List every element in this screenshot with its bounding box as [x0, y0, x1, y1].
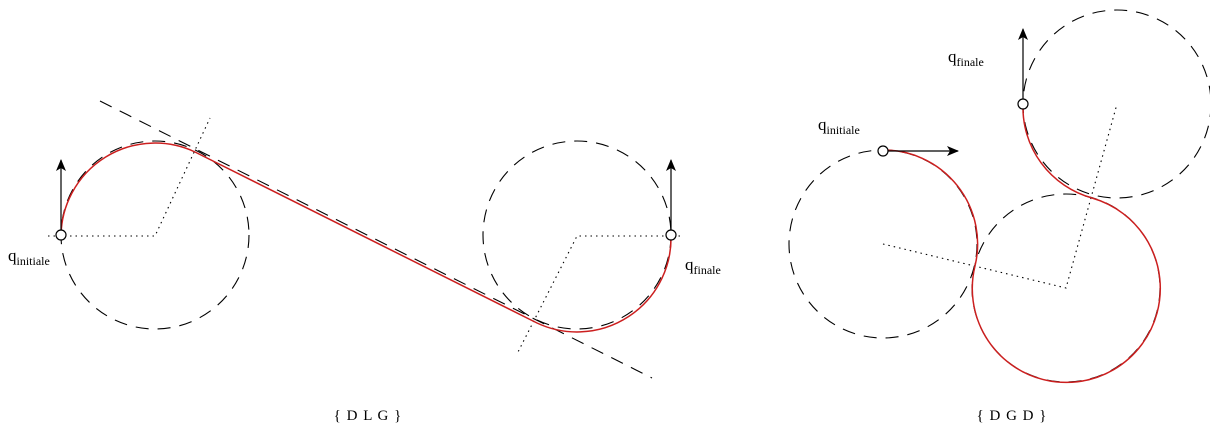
- end-sub: finale: [957, 55, 984, 69]
- end-config-label: qfinale: [948, 47, 984, 69]
- start-config-node: [878, 146, 888, 156]
- start-config-label: qinitiale: [818, 115, 860, 137]
- radius-guide: [883, 104, 1117, 288]
- end-sub: finale: [694, 263, 721, 277]
- radius-guide-start: [48, 118, 210, 236]
- caption-dgd: { D G D }: [977, 408, 1048, 424]
- start-config-node: [56, 230, 66, 240]
- end-config-node: [666, 230, 676, 240]
- turn-circle-end: [1023, 10, 1210, 198]
- tangent-line: [100, 101, 652, 378]
- turn-circle-end: [483, 141, 671, 329]
- start-config-label: qinitiale: [8, 246, 50, 268]
- dubins-path-dlg: [61, 143, 671, 332]
- end-config-label: qfinale: [685, 255, 721, 277]
- end-config-node: [1018, 99, 1028, 109]
- start-sub: initiale: [17, 254, 50, 268]
- dubins-path-dgd: [883, 104, 1160, 382]
- caption-dlg: { D L G }: [334, 408, 403, 424]
- radius-guide-end: [518, 236, 680, 352]
- diagram-dgd: qinitiale qfinale { D G D }: [789, 10, 1210, 424]
- start-sub: initiale: [827, 123, 860, 137]
- diagram-dlg: qinitiale qfinale { D L G }: [8, 101, 721, 424]
